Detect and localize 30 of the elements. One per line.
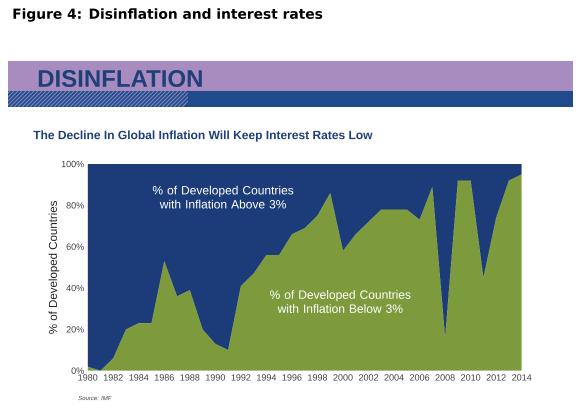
x-tick-label: 1998 — [308, 374, 328, 381]
x-tick-label: 1980 — [78, 374, 98, 381]
x-tick-label: 1992 — [232, 374, 250, 381]
x-tick-label: 1988 — [180, 374, 200, 381]
x-tick-label: 2006 — [410, 374, 430, 381]
y-tick-label: 20% — [66, 326, 84, 333]
x-tick-label: 2000 — [333, 374, 353, 381]
y-tick-label: 100% — [62, 160, 84, 168]
text: DISINFLATION — [38, 70, 202, 87]
x-tick-label: 1982 — [104, 374, 123, 381]
chart-title: Figure 4: Disinflation and interest rates — [13, 8, 322, 22]
y-axis-title: % of Developed Countries — [48, 201, 60, 334]
y-tick-label: 40% — [66, 284, 84, 292]
x-tick-label: 2004 — [384, 374, 404, 381]
x-tick-label: 1994 — [257, 374, 276, 381]
x-tick-label: 2014 — [512, 374, 532, 381]
y-tick-label: 0% — [72, 368, 84, 374]
x-tick-label: 1996 — [282, 374, 302, 381]
x-tick-label: 2012 — [486, 374, 506, 381]
series-label: % of Developed Countries with Inflation Above 3% — [152, 186, 294, 208]
x-tick-label: 1986 — [154, 374, 174, 381]
series-label: % of Developed Countries with Inflation Below 3% — [270, 290, 411, 313]
x-tick-label: 2002 — [358, 374, 378, 381]
chart-subtitle: The Decline In Global Inflation Will Keep Interest Rates Low — [33, 130, 373, 142]
y-tick-label: 60% — [66, 243, 84, 250]
x-tick-label: 1990 — [206, 374, 226, 381]
x-tick-label: 1984 — [129, 374, 148, 381]
x-tick-label: 2008 — [436, 374, 455, 381]
x-tick-label: 2010 — [461, 374, 480, 381]
y-tick-label: 80% — [66, 202, 84, 209]
